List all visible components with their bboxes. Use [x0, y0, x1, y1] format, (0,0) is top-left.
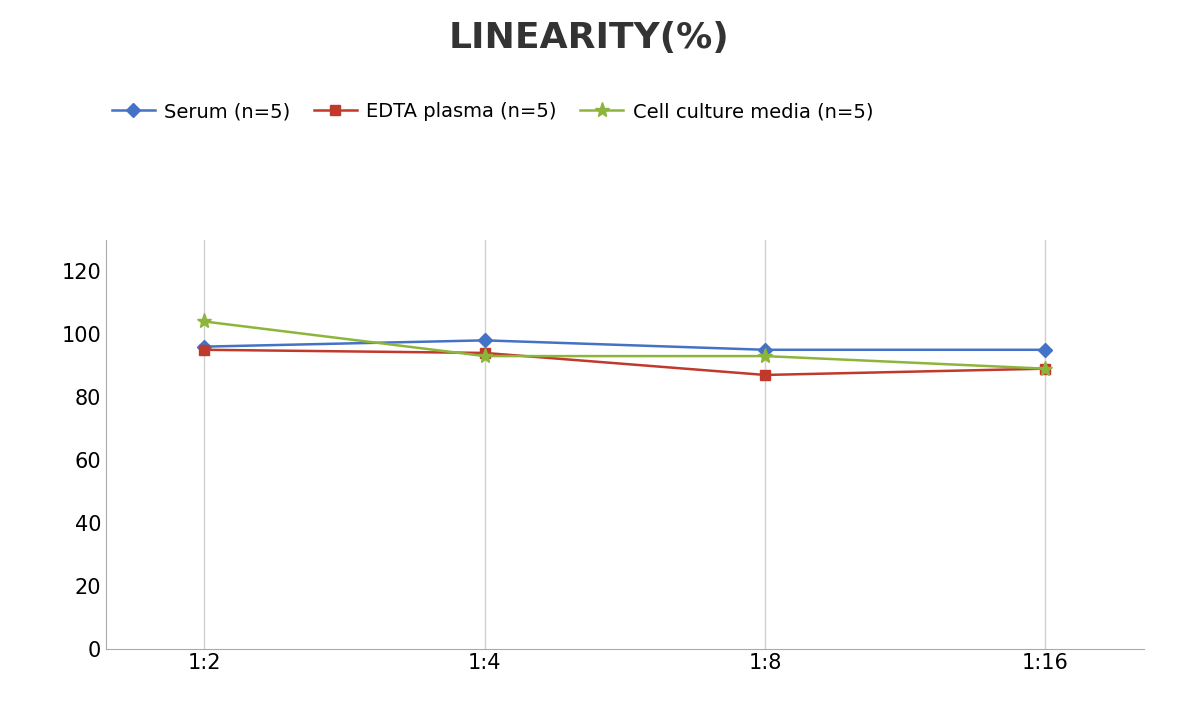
EDTA plasma (n=5) [758, 371, 772, 379]
Serum (n=5) [477, 336, 492, 345]
Cell culture media (n=5) [1039, 364, 1053, 373]
Serum (n=5) [1039, 345, 1053, 354]
EDTA plasma (n=5) [1039, 364, 1053, 373]
Text: LINEARITY(%): LINEARITY(%) [449, 21, 730, 55]
Cell culture media (n=5) [197, 317, 211, 326]
Line: Cell culture media (n=5): Cell culture media (n=5) [197, 314, 1053, 376]
Line: Serum (n=5): Serum (n=5) [199, 336, 1050, 355]
EDTA plasma (n=5) [477, 349, 492, 357]
Line: EDTA plasma (n=5): EDTA plasma (n=5) [199, 345, 1050, 380]
Serum (n=5) [197, 343, 211, 351]
Serum (n=5) [758, 345, 772, 354]
Cell culture media (n=5) [477, 352, 492, 360]
EDTA plasma (n=5) [197, 345, 211, 354]
Legend: Serum (n=5), EDTA plasma (n=5), Cell culture media (n=5): Serum (n=5), EDTA plasma (n=5), Cell cul… [104, 94, 881, 129]
Cell culture media (n=5) [758, 352, 772, 360]
